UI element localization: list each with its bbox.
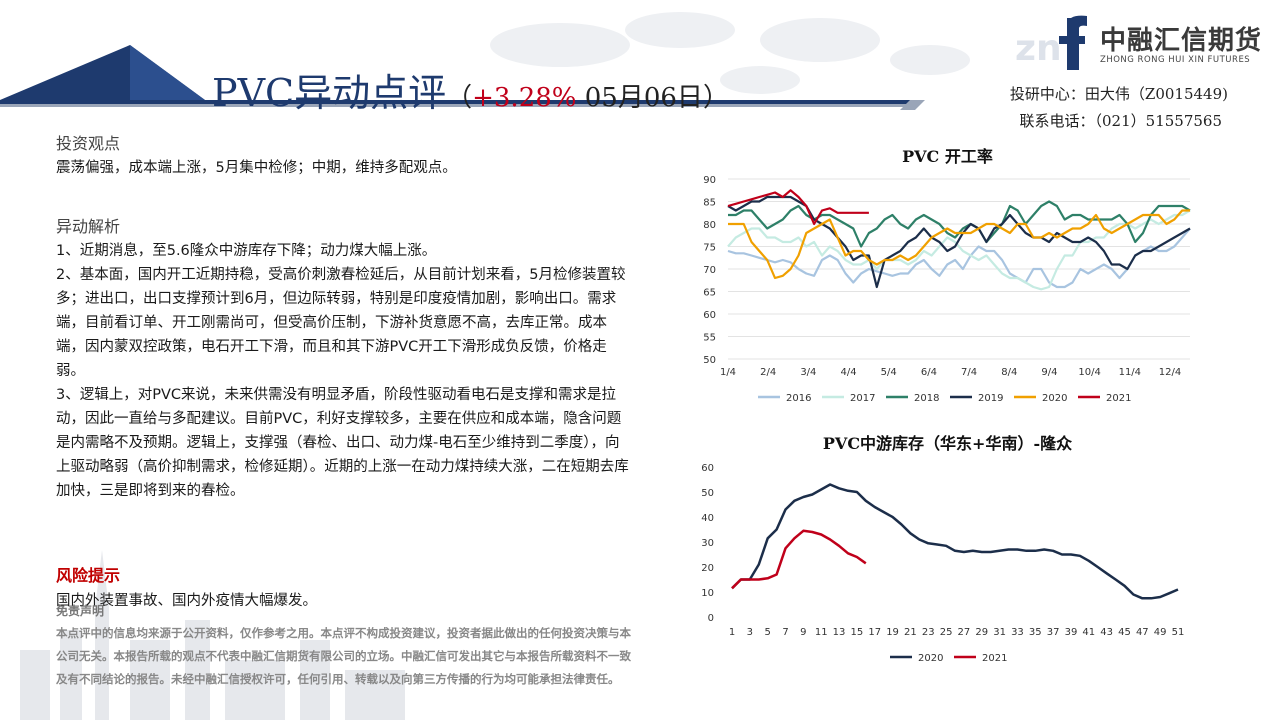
chart2-title: PVC中游库存（华东+华南）-隆众 — [822, 434, 1073, 453]
x-tick-label: 10/4 — [1078, 367, 1100, 378]
title-main: PVC异动点评 — [212, 71, 447, 115]
y-tick-label: 0 — [708, 613, 714, 624]
x-tick-label: 9/4 — [1041, 367, 1057, 378]
y-tick-label: 30 — [701, 538, 714, 549]
y-tick-label: 75 — [703, 243, 716, 254]
y-tick-label: 50 — [703, 355, 716, 366]
series-line-2020 — [728, 209, 1190, 280]
series-line-2016 — [727, 227, 1191, 289]
x-tick-label: 8/4 — [1001, 367, 1017, 378]
y-tick-label: 55 — [703, 333, 716, 344]
series-line-2017 — [727, 209, 1191, 291]
title-paren-open: （ — [446, 83, 473, 113]
page-title: PVC异动点评（+3.28% 05月06日） — [212, 62, 729, 117]
legend-label: 2017 — [850, 393, 875, 404]
analysis-body: 1、近期消息，至5.6隆众中游库存下降；动力煤大幅上涨。 2、基本面，国内开工近… — [56, 239, 631, 503]
x-tick-label: 43 — [1100, 627, 1113, 638]
x-tick-label: 5/4 — [881, 367, 897, 378]
contact-phone: 联系电话：（021）51557565 — [1019, 112, 1222, 130]
x-tick-label: 11/4 — [1119, 367, 1141, 378]
x-tick-label: 27 — [958, 627, 971, 638]
y-tick-label: 50 — [701, 488, 714, 499]
analysis-para: 3、逻辑上，对PVC来说，未来供需没有明显矛盾，阶段性驱动看电石是支撑和需求是拉… — [56, 387, 629, 499]
contact-center: 投研中心：田大伟（Z0015449) — [1009, 85, 1228, 103]
x-tick-label: 4/4 — [840, 367, 856, 378]
company-logo-icon: zn — [1015, 15, 1087, 70]
analysis-heading: 异动解析 — [56, 217, 121, 236]
x-tick-label: 31 — [993, 627, 1006, 638]
x-tick-label: 23 — [922, 627, 935, 638]
x-tick-label: 51 — [1172, 627, 1185, 638]
logo-subtitle: ZHONG RONG HUI XIN FUTURES — [1100, 55, 1251, 65]
analysis-para: 1、近期消息，至5.6隆众中游库存下降；动力煤大幅上涨。 — [56, 243, 437, 259]
y-tick-label: 65 — [703, 288, 716, 299]
x-tick-label: 2/4 — [760, 367, 776, 378]
legend-label: 2021 — [982, 653, 1007, 664]
x-tick-label: 29 — [975, 627, 988, 638]
x-tick-label: 12/4 — [1159, 367, 1181, 378]
title-change-pct: +3.28% — [472, 83, 577, 113]
logo-text: 中融汇信期货 — [1100, 26, 1263, 56]
y-tick-label: 20 — [701, 563, 714, 574]
y-tick-label: 10 — [701, 588, 714, 599]
x-tick-label: 1 — [729, 627, 735, 638]
legend-label: 2016 — [786, 393, 811, 404]
series-line-2020 — [731, 483, 1179, 600]
view-heading: 投资观点 — [56, 134, 121, 153]
x-tick-label: 37 — [1047, 627, 1060, 638]
svg-text:zn: zn — [1015, 28, 1062, 69]
x-tick-label: 15 — [851, 627, 864, 638]
x-tick-label: 6/4 — [921, 367, 937, 378]
x-tick-label: 35 — [1029, 627, 1042, 638]
x-tick-label: 13 — [833, 627, 846, 638]
x-tick-label: 7/4 — [961, 367, 977, 378]
y-tick-label: 60 — [701, 463, 714, 474]
legend-label: 2020 — [918, 653, 943, 664]
risk-text: 国内外装置事故、国内外疫情大幅爆发。 — [56, 593, 317, 609]
x-tick-label: 33 — [1011, 627, 1024, 638]
x-tick-label: 25 — [940, 627, 953, 638]
series-line-2019 — [727, 195, 1191, 289]
y-tick-label: 80 — [703, 220, 716, 231]
title-date: 05月06日 — [576, 83, 703, 113]
series-line-2021 — [731, 529, 867, 590]
operating-rate-chart: 50 55 60 65 70 75 80 85 90 1/4 2/4 3/4 4/4 5/4 6/4 7/4 8… — [703, 175, 1191, 404]
x-tick-label: 7 — [782, 627, 788, 638]
title-paren-close: ） — [702, 83, 729, 113]
x-tick-label: 21 — [904, 627, 917, 638]
y-tick-label: 85 — [703, 198, 716, 209]
x-tick-label: 11 — [815, 627, 828, 638]
x-tick-label: 19 — [886, 627, 899, 638]
y-tick-label: 90 — [703, 175, 716, 186]
y-tick-label: 40 — [701, 513, 714, 524]
y-tick-label: 70 — [703, 265, 716, 276]
x-tick-label: 3/4 — [800, 367, 816, 378]
x-tick-label: 49 — [1154, 627, 1167, 638]
x-tick-label: 1/4 — [720, 367, 736, 378]
risk-heading: 风险提示 — [56, 566, 121, 585]
x-tick-label: 3 — [747, 627, 753, 638]
skyline-decoration — [20, 550, 405, 720]
series-line-2021 — [727, 189, 869, 226]
disclaimer-text: 本点评中的信息均来源于公开资料，仅作参考之用。本点评不构成投资建议，投资者据此做… — [56, 626, 631, 686]
x-tick-label: 39 — [1065, 627, 1078, 638]
chart1-title: PVC 开工率 — [902, 147, 993, 166]
legend-label: 2021 — [1106, 393, 1131, 404]
legend-label: 2019 — [978, 393, 1003, 404]
y-tick-label: 60 — [703, 310, 716, 321]
legend-label: 2020 — [1042, 393, 1067, 404]
legend-label: 2018 — [914, 393, 939, 404]
x-tick-label: 9 — [800, 627, 806, 638]
x-tick-label: 41 — [1082, 627, 1095, 638]
analysis-para: 2、基本面，国内开工近期持稳，受高价刺激春检延后，从目前计划来看，5月检修装置较… — [56, 267, 626, 379]
disclaimer-heading: 免责声明 — [56, 604, 105, 618]
x-tick-label: 47 — [1136, 627, 1149, 638]
header-banner — [0, 12, 970, 110]
x-tick-label: 17 — [868, 627, 881, 638]
x-tick-label: 5 — [764, 627, 770, 638]
view-text: 震荡偏强，成本端上涨，5月集中检修；中期，维持多配观点。 — [56, 160, 457, 176]
x-tick-label: 45 — [1118, 627, 1131, 638]
